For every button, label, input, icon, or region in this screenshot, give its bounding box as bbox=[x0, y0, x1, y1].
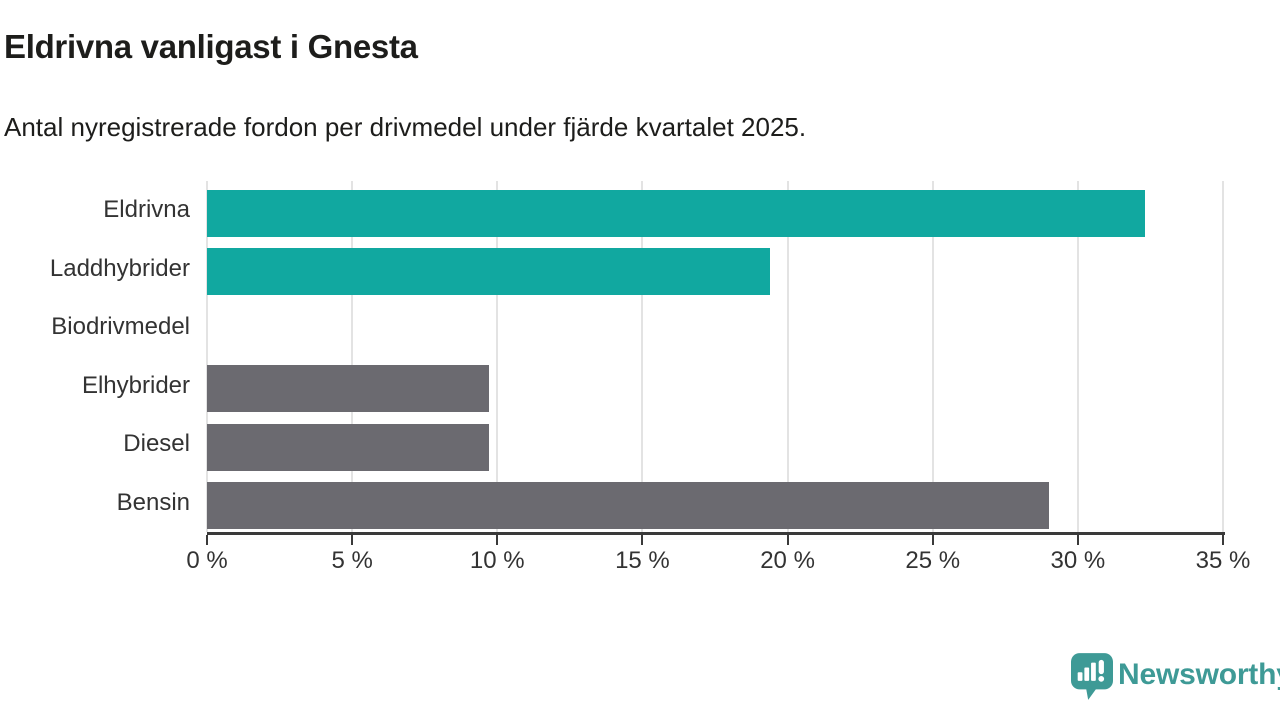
x-tick-mark bbox=[931, 535, 934, 545]
category-label: Diesel bbox=[123, 430, 190, 457]
x-tick-label: 25 % bbox=[905, 547, 961, 574]
x-tick-mark bbox=[641, 535, 644, 545]
bar-laddhybrider bbox=[207, 248, 771, 296]
x-tick-label: 35 % bbox=[1195, 547, 1251, 574]
bar-chart-speech-bubble-icon bbox=[1071, 653, 1113, 700]
chart-title: Eldrivna vanligast i Gnesta bbox=[4, 28, 418, 65]
gridline bbox=[351, 181, 354, 532]
x-tick-mark bbox=[1222, 535, 1224, 545]
x-tick-mark bbox=[1076, 535, 1079, 545]
bar-diesel bbox=[207, 423, 489, 471]
chart-subtitle: Antal nyregistrerade fordon per drivmede… bbox=[4, 112, 807, 142]
category-label: Bensin bbox=[116, 488, 190, 516]
x-tick-label: 10 % bbox=[469, 547, 525, 574]
bar-chart: Eldrivna Laddhybrider Biodrivmedel Elhybrid… bbox=[0, 181, 1280, 581]
x-tick-mark bbox=[351, 535, 354, 545]
gridline bbox=[1222, 181, 1224, 532]
x-tick-mark bbox=[786, 535, 789, 545]
gridline bbox=[206, 181, 208, 532]
category-axis: Eldrivna Laddhybrider Biodrivmedel Elhybrid… bbox=[0, 181, 190, 532]
category-label: Laddhybrider bbox=[49, 254, 190, 282]
x-tick-label: 15 % bbox=[615, 547, 670, 574]
newsworthy-logo: Newsworthy bbox=[1071, 652, 1280, 702]
gridline bbox=[496, 181, 499, 532]
category-label: Biodrivmedel bbox=[51, 313, 190, 340]
x-tick-label: 5 % bbox=[331, 547, 373, 574]
bar-bensin bbox=[207, 482, 1049, 530]
x-axis-line bbox=[207, 532, 1225, 535]
x-tick-mark bbox=[206, 535, 208, 545]
x-tick-label: 30 % bbox=[1050, 547, 1106, 574]
gridline bbox=[641, 181, 644, 532]
plot-area bbox=[206, 181, 1224, 532]
x-tick-mark bbox=[496, 535, 499, 545]
gridline bbox=[1076, 181, 1079, 532]
x-tick-label: 20 % bbox=[760, 547, 815, 574]
brand-name: Newsworthy bbox=[1118, 658, 1280, 691]
bar-eldrivna bbox=[207, 189, 1145, 237]
category-label: Elhybrider bbox=[81, 371, 190, 399]
gridline bbox=[931, 181, 934, 532]
gridline bbox=[786, 181, 789, 532]
x-tick-label: 0 % bbox=[186, 547, 228, 574]
bar-elhybrider bbox=[207, 365, 489, 413]
category-label: Eldrivna bbox=[103, 196, 190, 223]
